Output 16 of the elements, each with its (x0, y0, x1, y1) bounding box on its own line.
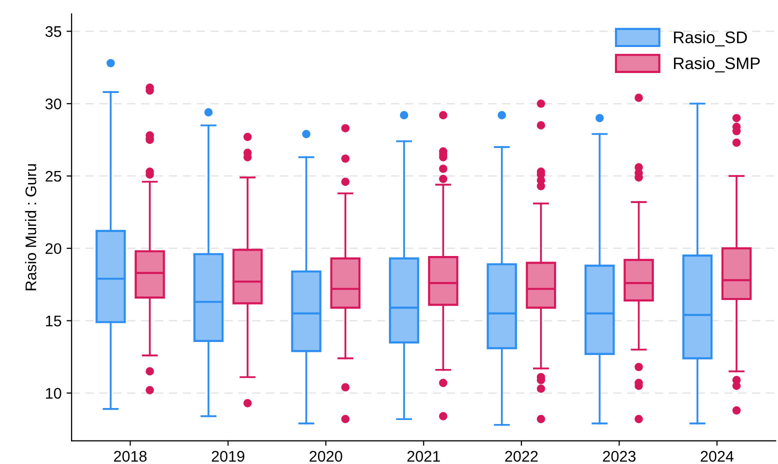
x-tick-label: 2019 (212, 450, 244, 462)
x-tick-label: 2018 (114, 450, 147, 462)
legend-label: Rasio_SMP (674, 56, 760, 72)
y-tick-label: 35 (45, 26, 62, 37)
y-tick-label: 20 (46, 243, 62, 254)
y-tick-label: 25 (46, 170, 62, 182)
y-axis-title: Rasio Murid : Guru (25, 164, 36, 290)
y-tick-label: 10 (46, 388, 62, 399)
y-tick-label: 30 (45, 98, 62, 110)
x-tick-label: 2024 (700, 450, 734, 462)
x-tick-label: 2022 (505, 450, 538, 462)
x-tick-label: 2023 (602, 450, 636, 462)
x-tick-label: 2020 (310, 450, 342, 462)
legend-label: Rasio_SD (674, 31, 747, 46)
x-tick-label: 2021 (407, 450, 440, 462)
y-tick-label: 15 (46, 316, 62, 326)
